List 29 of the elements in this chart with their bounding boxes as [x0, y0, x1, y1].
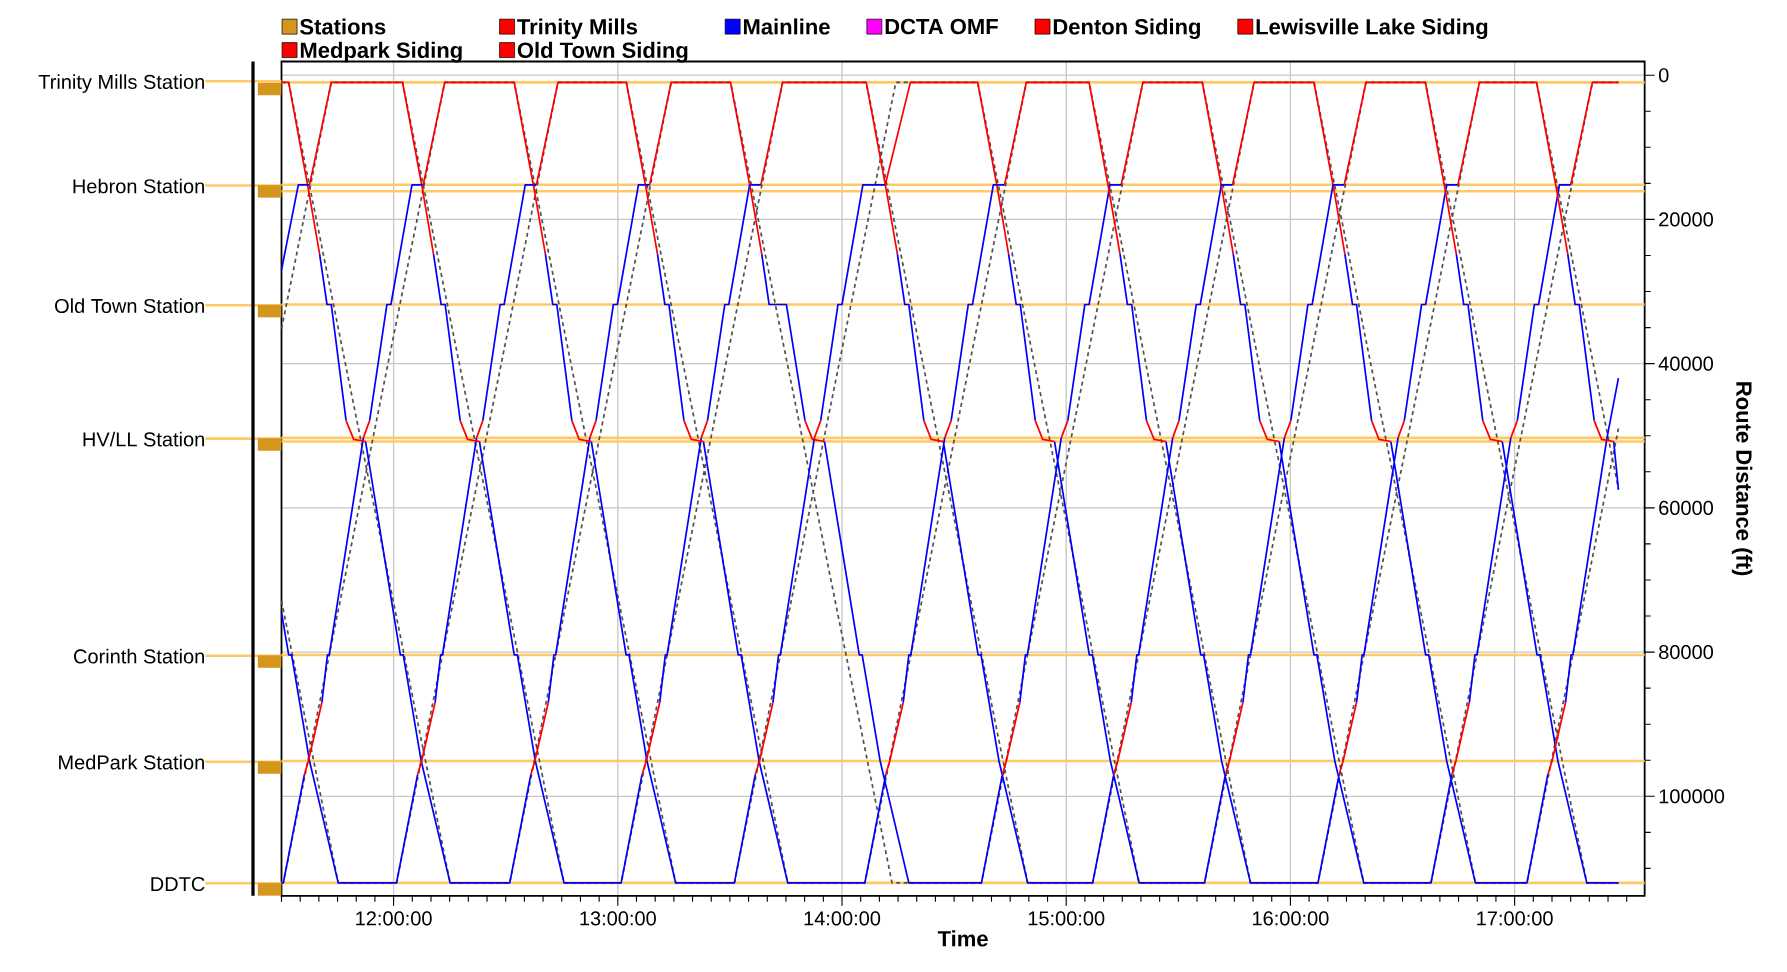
- x-tick-label: 13:00:00: [580, 911, 656, 926]
- ref-line-label: Hebron Station: [73, 178, 204, 194]
- legend-label: Medpark Siding: [300, 41, 462, 63]
- legend-label: Mainline: [743, 18, 830, 35]
- legend-label: Trinity Mills: [517, 18, 638, 39]
- x-tick-label: 15:00:00: [1028, 911, 1105, 926]
- ref-line-label: DDTC: [151, 876, 205, 892]
- y2-axis-title: Route Distance (ft): [1731, 382, 1753, 576]
- y-tick-label: 40000: [1658, 356, 1714, 371]
- x-tick-label: 16:00:00: [1253, 911, 1329, 926]
- y-tick-label: 20000: [1659, 212, 1714, 227]
- y-tick-label: 100000: [1659, 789, 1725, 804]
- x-tick-label: 12:00:00: [356, 911, 432, 926]
- legend-label: DCTA OMF: [885, 18, 998, 35]
- y-tick-label: 80000: [1659, 645, 1714, 660]
- ref-line-label: HV/LL Station: [83, 431, 204, 447]
- ref-line-label: Corinth Station: [74, 648, 204, 664]
- legend-label: Old Town Siding: [517, 41, 688, 63]
- y-tick-label: 60000: [1659, 500, 1714, 515]
- legend-label: Lewisville Lake Siding: [1256, 18, 1488, 40]
- ref-line-label: MedPark Station: [59, 754, 204, 770]
- legend-label: Denton Siding: [1053, 18, 1200, 40]
- x-axis-title: Time: [937, 930, 988, 947]
- ref-line-label: Trinity Mills Station: [38, 74, 204, 93]
- y-tick-label: 0: [1658, 68, 1669, 83]
- x-tick-label: 17:00:00: [1477, 911, 1553, 926]
- ref-line-label: Old Town Station: [55, 298, 204, 314]
- x-tick-label: 14:00:00: [804, 911, 881, 926]
- legend-label: Stations: [300, 18, 386, 35]
